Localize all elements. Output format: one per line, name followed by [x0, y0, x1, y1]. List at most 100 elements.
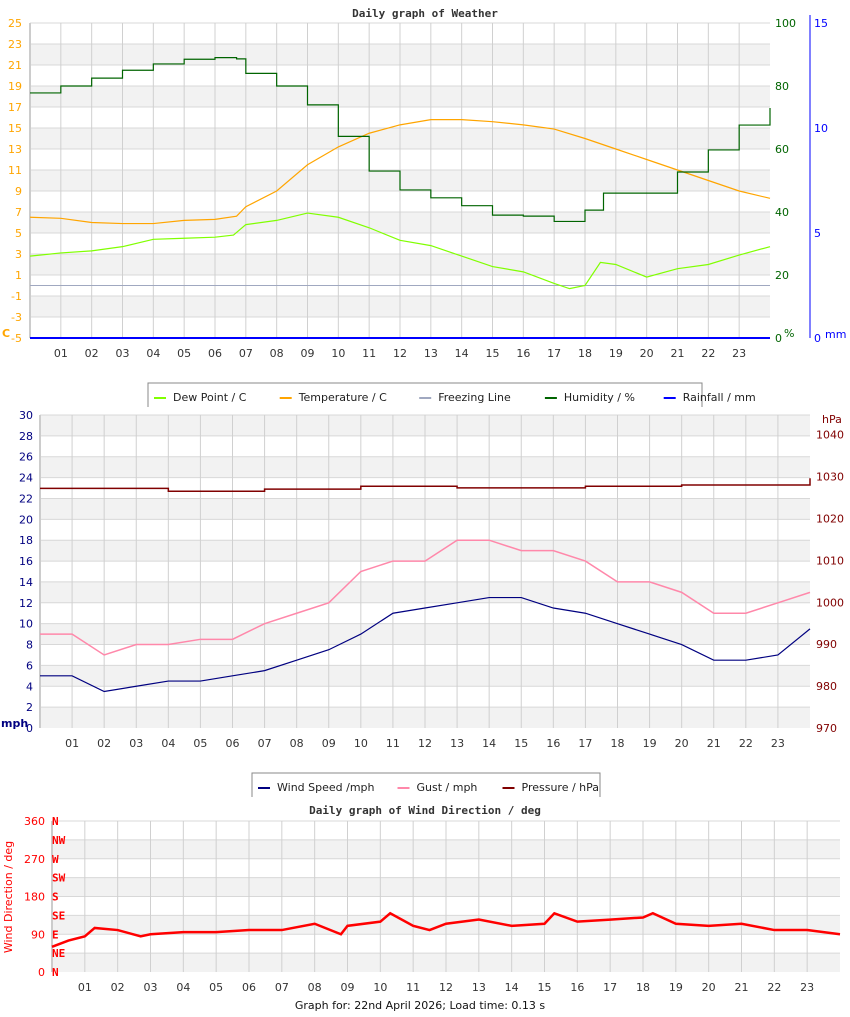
- chart1-temp-tick-label: 1: [15, 269, 22, 282]
- chart1-title: Daily graph of Weather: [352, 7, 498, 20]
- chart2-pressure-tick-label: 980: [816, 680, 837, 693]
- chart2-x-tick-label: 20: [675, 737, 689, 750]
- chart3-x-tick-label: 19: [669, 981, 683, 994]
- chart1-temp-tick-label: 15: [8, 122, 22, 135]
- chart1-temp-tick-label: 11: [8, 164, 22, 177]
- chart2-wind-tick-label: 24: [19, 472, 33, 485]
- chart2-pressure-tick-label: 970: [816, 722, 837, 735]
- chart2-x-tick-label: 21: [707, 737, 721, 750]
- chart1-x-tick-label: 11: [362, 347, 376, 360]
- chart1-humidity-tick-label: 60: [775, 143, 789, 156]
- chart1-x-tick-label: 09: [301, 347, 315, 360]
- dew-point-line: [29, 212, 771, 290]
- chart1-temp-tick-label: 3: [15, 248, 22, 261]
- chart2-x-tick-label: 09: [322, 737, 336, 750]
- chart2-x-tick-label: 13: [450, 737, 464, 750]
- compass-label: N: [52, 966, 59, 979]
- chart1-temp-tick-label: 21: [8, 59, 22, 72]
- chart1-humidity-unit: %: [784, 327, 794, 340]
- chart2-x-tick-label: 19: [643, 737, 657, 750]
- chart1-humidity-tick-label: 0: [775, 332, 782, 345]
- chart2-wind-tick-label: 20: [19, 513, 33, 526]
- chart3-x-tick-label: 13: [472, 981, 486, 994]
- chart3-x-tick-label: 05: [209, 981, 223, 994]
- chart3-x-tick-label: 12: [439, 981, 453, 994]
- chart1-legend-label: Rainfall / mm: [683, 391, 756, 404]
- chart3-x-tick-label: 10: [373, 981, 387, 994]
- chart2-x-tick-label: 12: [418, 737, 432, 750]
- chart1-rain-tick-label: 10: [814, 122, 828, 135]
- chart3-x-tick-label: 20: [702, 981, 716, 994]
- compass-label: SE: [52, 909, 65, 922]
- chart1-x-tick-label: 05: [177, 347, 191, 360]
- chart2-wind-tick-label: 30: [19, 409, 33, 422]
- chart2-x-tick-label: 23: [771, 737, 785, 750]
- chart3-x-tick-label: 06: [242, 981, 256, 994]
- chart2-wind-tick-label: 12: [19, 597, 33, 610]
- chart2-wind-tick-label: 4: [26, 680, 33, 693]
- chart3-x-tick-label: 01: [78, 981, 92, 994]
- chart1-temp-tick-label: 5: [15, 227, 22, 240]
- chart3-direction-tick-label: 360: [24, 815, 45, 828]
- chart1-x-tick-label: 03: [116, 347, 130, 360]
- compass-label: W: [52, 853, 59, 866]
- chart2-legend-label: Wind Speed /mph: [277, 781, 375, 794]
- chart1-x-tick-label: 19: [609, 347, 623, 360]
- chart1-humidity-tick-label: 20: [775, 269, 789, 282]
- chart2-wind-tick-label: 26: [19, 451, 33, 464]
- chart1-x-tick-label: 07: [239, 347, 253, 360]
- chart1-x-tick-label: 10: [331, 347, 345, 360]
- chart1-temp-tick-label: 19: [8, 80, 22, 93]
- chart3-direction-tick-label: 90: [31, 928, 45, 941]
- chart2-wind-tick-label: 10: [19, 618, 33, 631]
- chart1-humidity-tick-label: 40: [775, 206, 789, 219]
- chart1-x-tick-label: 16: [516, 347, 530, 360]
- chart2-pressure-tick-label: 1040: [816, 429, 844, 442]
- chart2-pressure-tick-label: 1010: [816, 554, 844, 567]
- chart2-x-tick-label: 07: [258, 737, 272, 750]
- compass-label: S: [52, 891, 59, 904]
- chart2-legend-label: Gust / mph: [417, 781, 478, 794]
- chart2-wind-unit: mph: [1, 717, 28, 730]
- compass-label: NW: [52, 834, 66, 847]
- chart3-x-tick-label: 09: [341, 981, 355, 994]
- footer-text: Graph for: 22nd April 2026; Load time: 0…: [295, 999, 546, 1012]
- chart3-x-tick-label: 17: [603, 981, 617, 994]
- chart2-wind-tick-label: 8: [26, 639, 33, 652]
- chart1-rain-tick-label: 0: [814, 332, 821, 345]
- chart1-x-tick-label: 08: [270, 347, 284, 360]
- chart3-x-tick-label: 16: [570, 981, 584, 994]
- chart2-x-tick-label: 06: [226, 737, 240, 750]
- chart1-temp-tick-label: 9: [15, 185, 22, 198]
- chart3-x-tick-label: 21: [735, 981, 749, 994]
- chart2-x-tick-label: 18: [611, 737, 625, 750]
- chart1-temp-tick-label: 23: [8, 38, 22, 51]
- chart2-x-tick-label: 01: [65, 737, 79, 750]
- chart1-legend-label: Dew Point / C: [173, 391, 247, 404]
- chart2-x-tick-label: 11: [386, 737, 400, 750]
- humidity-line: [30, 57, 771, 223]
- chart1-temp-tick-label: -5: [11, 332, 22, 345]
- chart3-x-tick-label: 23: [800, 981, 814, 994]
- chart2-x-tick-label: 22: [739, 737, 753, 750]
- chart1-x-tick-label: 23: [732, 347, 746, 360]
- chart2-x-tick-label: 17: [578, 737, 592, 750]
- chart1-x-tick-label: 06: [208, 347, 222, 360]
- chart1-temp-tick-label: 17: [8, 101, 22, 114]
- chart2-x-tick-label: 04: [161, 737, 175, 750]
- chart3-x-tick-label: 04: [176, 981, 190, 994]
- chart1-x-tick-label: 14: [455, 347, 469, 360]
- chart2-pressure-unit: hPa: [822, 413, 842, 426]
- chart1-temp-tick-label: -1: [11, 290, 22, 303]
- chart3-x-tick-label: 02: [111, 981, 125, 994]
- chart2-wind-tick-label: 14: [19, 576, 33, 589]
- wind-speed-line: [40, 596, 811, 693]
- temperature-line: [29, 119, 771, 225]
- chart1-x-tick-label: 17: [547, 347, 561, 360]
- chart3-x-tick-label: 11: [406, 981, 420, 994]
- chart1-rain-tick-label: 5: [814, 227, 821, 240]
- compass-label: N: [52, 815, 59, 828]
- chart3-title: Daily graph of Wind Direction / deg: [309, 804, 541, 817]
- chart2-wind-tick-label: 2: [26, 701, 33, 714]
